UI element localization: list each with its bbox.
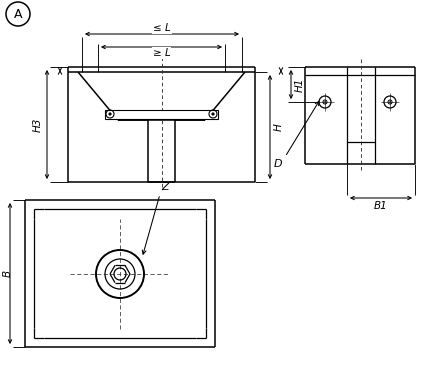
Circle shape	[212, 113, 214, 115]
Bar	[105, 110, 218, 118]
Text: Z: Z	[161, 182, 169, 192]
Text: D: D	[274, 159, 283, 169]
Text: H1: H1	[295, 77, 305, 92]
Text: H: H	[274, 123, 284, 131]
Circle shape	[389, 101, 391, 103]
Text: B1: B1	[374, 201, 388, 211]
Text: A: A	[14, 8, 22, 21]
Text: B: B	[3, 270, 13, 277]
Text: H3: H3	[33, 117, 43, 132]
Text: ≤ L: ≤ L	[153, 23, 171, 33]
Circle shape	[109, 113, 111, 115]
Circle shape	[324, 101, 326, 103]
Text: ≥ L: ≥ L	[153, 48, 170, 58]
